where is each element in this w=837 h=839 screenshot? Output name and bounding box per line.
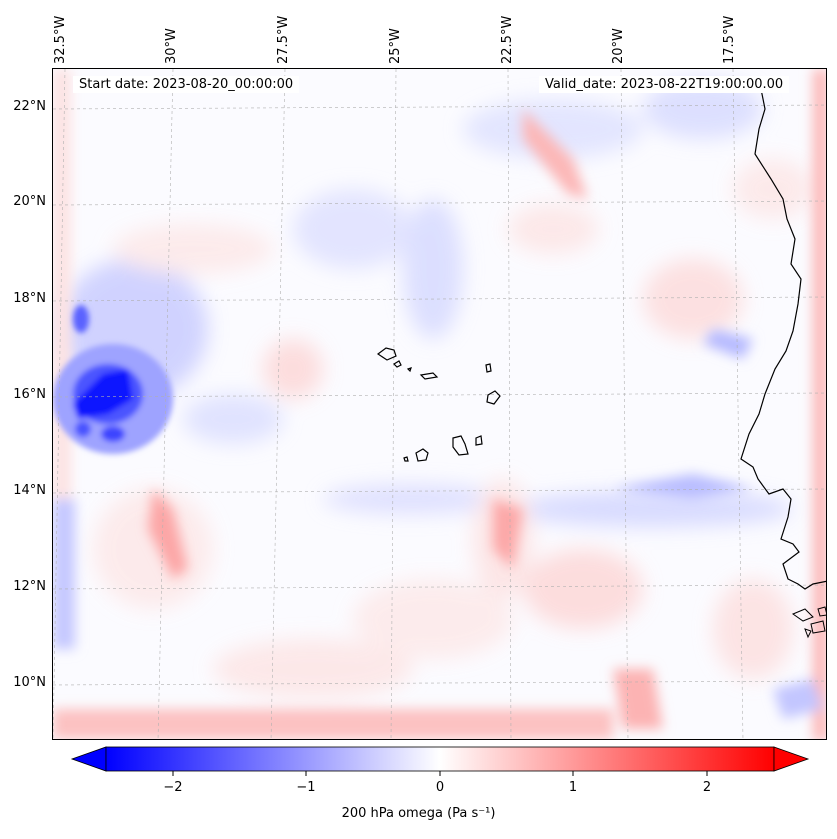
lat-label: 20°N	[13, 194, 46, 209]
start-date-label: Start date: 2023-08-20_00:00:00	[73, 76, 300, 93]
lat-label: 14°N	[13, 483, 46, 498]
colorbar-tick-label: −1	[296, 780, 316, 795]
colorbar-tick-label: 1	[568, 780, 578, 795]
cape-verde-islands	[376, 347, 501, 462]
colorbar-bar	[105, 746, 775, 772]
lat-label: 18°N	[13, 291, 46, 306]
lat-label: 16°N	[13, 387, 46, 402]
colorbar	[70, 746, 810, 776]
lon-label: 27.5°W	[276, 15, 291, 64]
valid-date-label: Valid_date: 2023-08-22T19:00:00.00	[539, 76, 790, 93]
lon-label: 25°W	[388, 28, 403, 64]
gridlines	[53, 69, 826, 739]
bissagos-islands	[791, 606, 826, 639]
colorbar-tick-label: −2	[163, 780, 183, 795]
lat-label: 10°N	[13, 675, 46, 690]
lon-label: 30°W	[164, 28, 179, 64]
lat-label: 22°N	[13, 99, 46, 114]
african-coastline	[740, 88, 826, 590]
lon-label: 22.5°W	[500, 15, 515, 64]
colorbar-max-extend	[773, 746, 810, 772]
lon-label: 20°W	[611, 28, 626, 64]
lat-label: 12°N	[13, 579, 46, 594]
colorbar-tick-label: 0	[435, 780, 445, 795]
colorbar-min-extend	[70, 746, 107, 772]
colorbar-tick-label: 2	[702, 780, 712, 795]
lon-label: 17.5°W	[722, 15, 737, 64]
omega-field	[53, 69, 826, 739]
lon-label: 32.5°W	[53, 15, 68, 64]
colorbar-label: 200 hPa omega (Pa s⁻¹)	[341, 806, 496, 821]
map-plot-area	[52, 68, 827, 740]
colorbar-ticks	[172, 771, 708, 776]
